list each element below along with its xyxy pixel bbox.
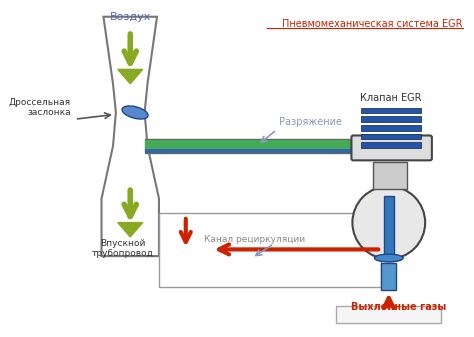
Bar: [336, 306, 441, 323]
Text: Дроссельная
заслонка: Дроссельная заслонка: [9, 98, 71, 117]
Bar: [381, 263, 396, 289]
Polygon shape: [118, 69, 143, 84]
Bar: [145, 139, 363, 153]
Text: Выхлопные газы: Выхлопные газы: [351, 302, 446, 312]
Bar: [373, 162, 407, 189]
Text: Разряжение: Разряжение: [279, 117, 342, 127]
Bar: [361, 133, 421, 139]
Text: Пневмомеханическая система EGR: Пневмомеханическая система EGR: [282, 19, 463, 29]
Ellipse shape: [122, 106, 148, 119]
Polygon shape: [118, 223, 143, 237]
Circle shape: [352, 186, 425, 259]
FancyBboxPatch shape: [351, 135, 432, 160]
Bar: [361, 116, 421, 122]
Text: Воздух: Воздух: [109, 12, 151, 22]
Text: Впускной
трубопровод: Впускной трубопровод: [91, 239, 154, 258]
Text: Клапан EGR: Клапан EGR: [360, 93, 421, 103]
Bar: [361, 125, 421, 131]
Polygon shape: [101, 17, 159, 256]
Bar: [361, 108, 421, 114]
Bar: [145, 140, 363, 149]
Bar: [384, 196, 393, 261]
Bar: [145, 149, 363, 153]
Text: Канал рециркуляции: Канал рециркуляции: [204, 235, 305, 244]
Bar: [159, 213, 381, 287]
Bar: [361, 142, 421, 148]
Ellipse shape: [374, 254, 403, 262]
